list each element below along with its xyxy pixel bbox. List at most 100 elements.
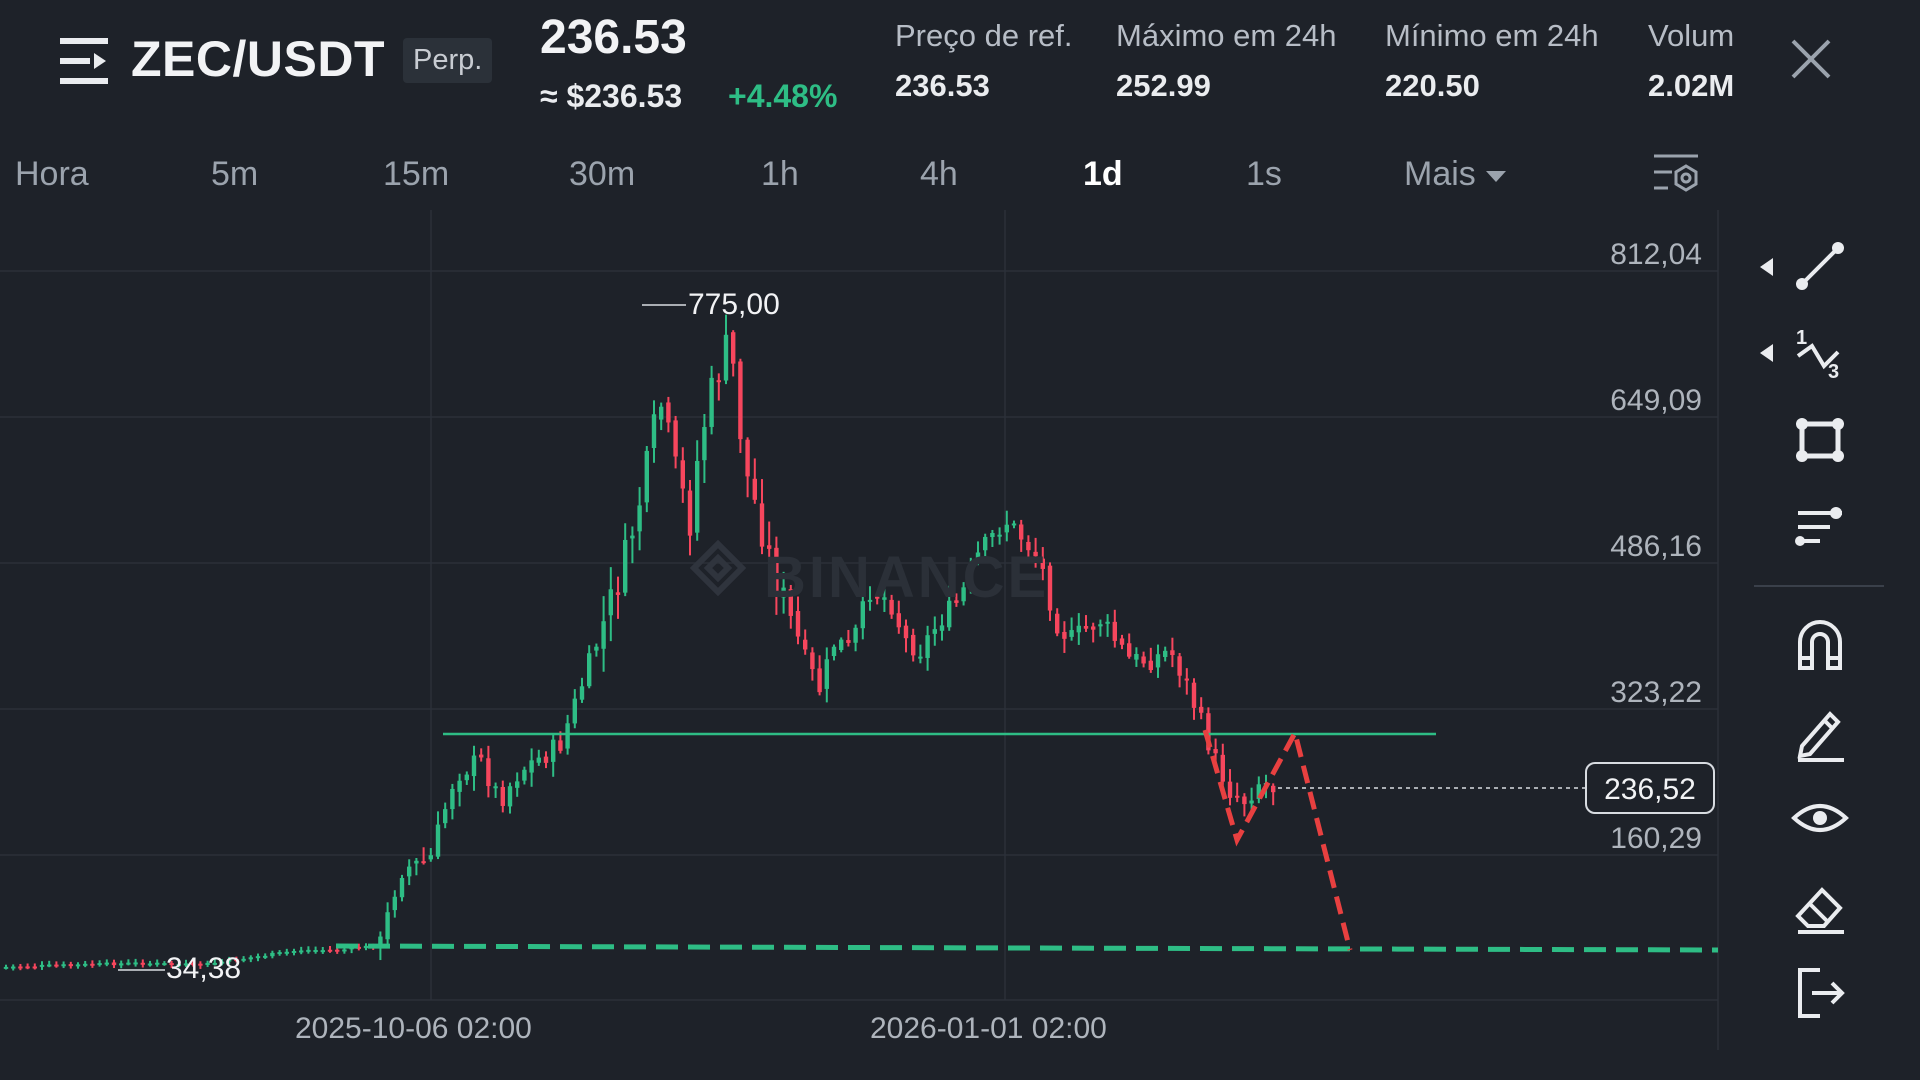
chevron-down-icon: [1485, 170, 1506, 182]
candle-body: [1155, 654, 1161, 668]
stat-label: Mínimo em 24h: [1385, 18, 1599, 53]
stat-24h-low: Mínimo em 24h 220.50: [1385, 18, 1599, 104]
tab-15m[interactable]: 15m: [383, 155, 450, 193]
candle-body: [1091, 626, 1096, 630]
candle-body: [918, 656, 923, 659]
tab-1d[interactable]: 1d: [1083, 155, 1123, 193]
candle-body: [1191, 682, 1197, 708]
menu-icon[interactable]: [58, 36, 110, 86]
rectangle-icon[interactable]: [1790, 410, 1850, 470]
tab-1h[interactable]: 1h: [761, 155, 799, 193]
tab-more[interactable]: Mais: [1404, 155, 1506, 194]
candle-body: [975, 552, 981, 561]
candle-body: [1105, 621, 1110, 624]
candle-body: [140, 962, 145, 965]
candle-body: [716, 380, 721, 383]
candle-body: [464, 774, 469, 781]
candle-body: [839, 639, 844, 651]
eye-icon[interactable]: [1790, 788, 1850, 848]
candle-body: [61, 964, 66, 967]
candle-body: [659, 406, 664, 420]
tab-30m[interactable]: 30m: [569, 155, 636, 193]
candle-body: [126, 962, 131, 965]
candle-body: [1206, 713, 1211, 751]
stat-ref-price: Preço de ref. 236.53: [895, 18, 1072, 104]
candle-body: [767, 545, 772, 549]
candle-body: [443, 809, 448, 824]
candle-body: [68, 964, 73, 967]
candle-body: [1098, 624, 1103, 627]
candle-body: [378, 936, 383, 949]
candle-body: [997, 534, 1002, 537]
pencil-icon[interactable]: [1790, 702, 1850, 762]
candle-body: [824, 659, 829, 689]
candle-body: [831, 646, 837, 657]
tab-5m[interactable]: 5m: [211, 155, 259, 193]
candle-body: [457, 780, 462, 792]
candle-body: [1119, 638, 1125, 645]
current-price-tag: 236,52: [1585, 762, 1715, 814]
candle-body: [1134, 654, 1139, 660]
symbol-title[interactable]: ZEC/USDT: [131, 31, 385, 87]
price-axis-label: 160,29: [1610, 822, 1702, 855]
candle-body: [731, 332, 736, 364]
candle-body: [932, 629, 937, 634]
stat-label: Volume: [1648, 18, 1735, 53]
target-dashed-line[interactable]: [335, 943, 1719, 953]
candle-body: [299, 950, 304, 953]
close-icon[interactable]: [1790, 38, 1832, 80]
trend-line-icon[interactable]: [1790, 236, 1850, 296]
stat-label: Máximo em 24h: [1116, 18, 1337, 53]
price-axis-label: 812,04: [1610, 238, 1702, 271]
candle-body: [500, 787, 505, 806]
candle-body: [1040, 558, 1045, 569]
candle-body: [212, 962, 217, 965]
candle-body: [486, 758, 491, 787]
tab-1s[interactable]: 1s: [1246, 155, 1282, 193]
candle-body: [428, 855, 433, 860]
candle-body: [522, 769, 527, 781]
candle-body: [867, 599, 873, 602]
stat-label: Preço de ref.: [895, 18, 1073, 53]
candle-body: [860, 601, 865, 629]
candle-body: [241, 958, 246, 961]
last-price: 236.53: [540, 11, 687, 64]
candle-body: [702, 427, 707, 461]
candle-body: [1062, 631, 1067, 639]
stat-volume: Volume 2.02M: [1648, 18, 1735, 104]
candle-body: [723, 334, 729, 381]
stat-value: 220.50: [1385, 68, 1480, 103]
candle-body: [25, 966, 30, 969]
price-axis-label: 649,09: [1610, 384, 1702, 417]
candle-body: [925, 635, 930, 658]
candle-body: [176, 964, 181, 967]
projection-zigzag[interactable]: [1202, 726, 1353, 951]
indicator-settings-icon[interactable]: [1790, 497, 1850, 557]
candle-body: [306, 949, 311, 952]
candle-body: [1220, 754, 1225, 782]
exit-icon[interactable]: [1790, 962, 1850, 1022]
candle-body: [788, 589, 793, 616]
candle-body: [896, 613, 901, 628]
candle-body: [666, 402, 671, 423]
expand-caret-icon[interactable]: [1760, 258, 1773, 276]
candle-body: [320, 950, 325, 953]
candle-body: [551, 739, 556, 762]
eraser-icon[interactable]: [1790, 876, 1850, 936]
candle-body: [407, 866, 412, 877]
candle-body: [421, 861, 426, 864]
expand-caret-icon[interactable]: [1760, 344, 1773, 362]
candle-body: [219, 961, 225, 964]
tab-4h[interactable]: 4h: [920, 155, 958, 193]
candle-body: [968, 563, 973, 586]
candle-body: [133, 962, 138, 965]
candle-body: [1271, 785, 1276, 793]
magnet-icon[interactable]: [1790, 614, 1850, 674]
candle-body: [1076, 625, 1081, 633]
chart-settings-icon[interactable]: [1652, 152, 1700, 198]
candle-body: [263, 955, 268, 958]
tab-hora[interactable]: Hora: [15, 155, 89, 193]
fibonacci-icon[interactable]: 1 3: [1790, 322, 1850, 382]
candle-body: [651, 414, 657, 449]
